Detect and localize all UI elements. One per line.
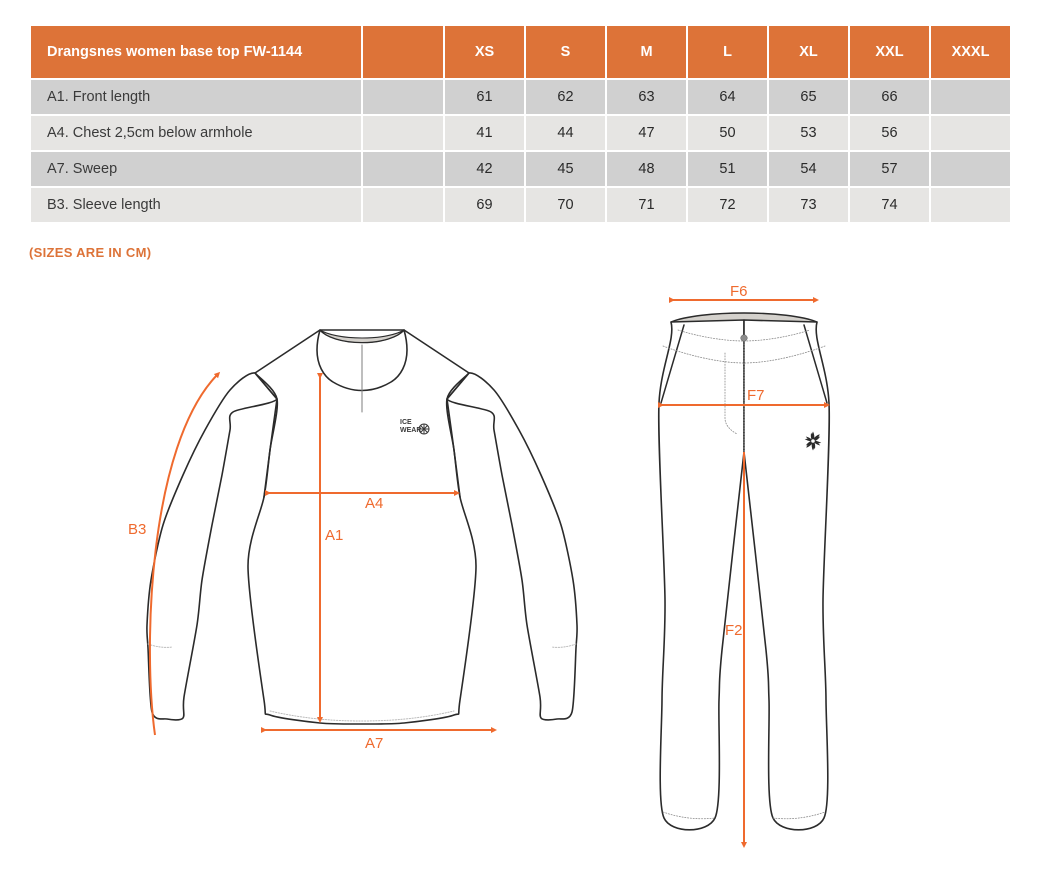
svg-text:A1: A1 [325, 527, 343, 544]
svg-text:F2: F2 [725, 622, 743, 639]
svg-text:A4: A4 [365, 495, 383, 512]
svg-text:B3: B3 [128, 521, 146, 538]
svg-text:ICE: ICE [400, 419, 412, 426]
svg-text:A7: A7 [365, 735, 383, 752]
svg-text:WEAR: WEAR [400, 427, 421, 434]
svg-text:F6: F6 [730, 283, 748, 300]
svg-text:F7: F7 [747, 387, 765, 404]
